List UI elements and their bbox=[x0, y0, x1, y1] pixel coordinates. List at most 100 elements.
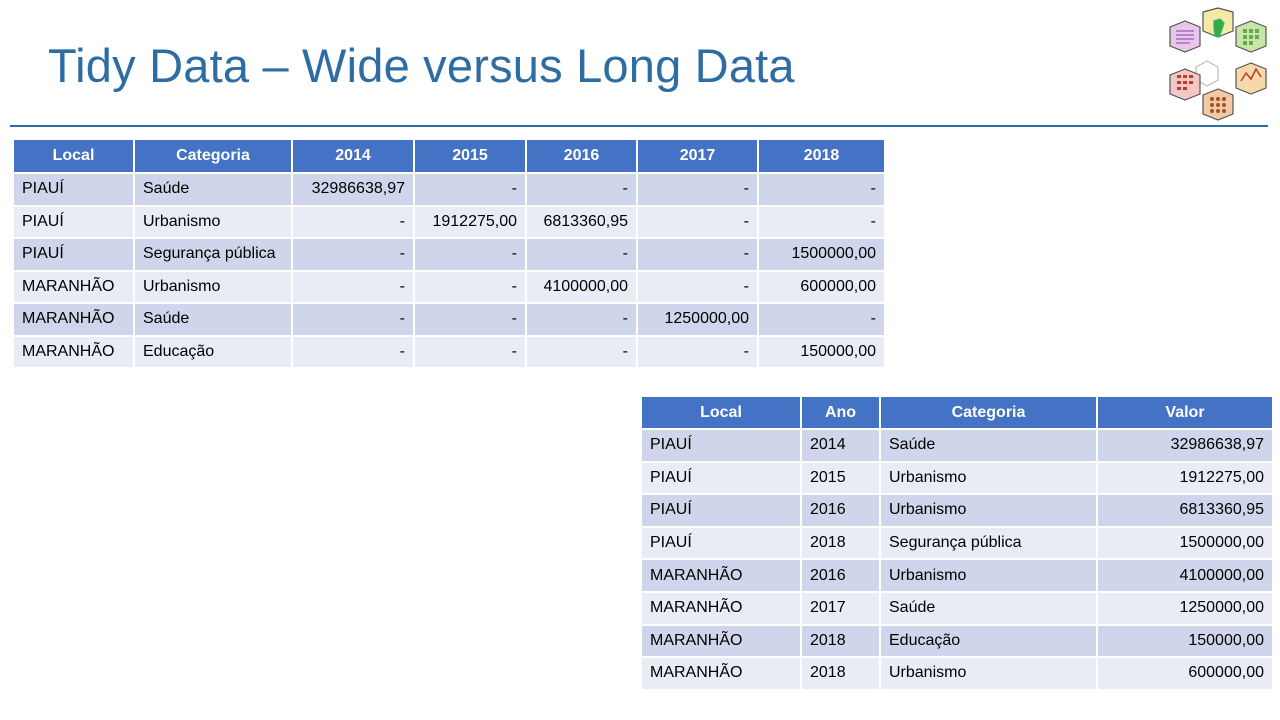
table-row: PIAUÍ 2014 Saúde 32986638,97 bbox=[640, 428, 1274, 463]
table-cell: Urbanismo bbox=[879, 656, 1098, 691]
table-cell: - bbox=[636, 269, 759, 304]
table-cell: 2014 bbox=[800, 428, 881, 463]
table-cell: - bbox=[636, 204, 759, 239]
table-cell: - bbox=[525, 172, 638, 207]
table-cell: - bbox=[757, 204, 886, 239]
table-row: MARANHÃO 2017 Saúde 1250000,00 bbox=[640, 590, 1274, 626]
table-row: PIAUÍ 2015 Urbanismo 1912275,00 bbox=[640, 460, 1274, 496]
table-cell: Urbanismo bbox=[133, 269, 293, 304]
table-row: MARANHÃO Saúde - - - 1250000,00 - bbox=[12, 302, 886, 337]
table-cell: MARANHÃO bbox=[12, 302, 135, 337]
table-cell: 150000,00 bbox=[1096, 623, 1274, 659]
table-cell: - bbox=[291, 204, 415, 239]
table-cell: MARANHÃO bbox=[640, 590, 802, 626]
column-header-ano: Ano bbox=[800, 395, 881, 430]
table-cell: Educação bbox=[133, 334, 293, 369]
table-cell: Educação bbox=[879, 623, 1098, 659]
table-cell: PIAUÍ bbox=[12, 172, 135, 207]
table-cell: 32986638,97 bbox=[1096, 428, 1274, 463]
table-cell: - bbox=[291, 334, 415, 369]
table-cell: - bbox=[757, 302, 886, 337]
column-header-2016: 2016 bbox=[525, 138, 638, 174]
hexagon-data-icons-logo bbox=[1169, 7, 1267, 121]
table-cell: - bbox=[291, 237, 415, 272]
table-cell: - bbox=[525, 237, 638, 272]
table-cell: Saúde bbox=[879, 428, 1098, 463]
table-cell: MARANHÃO bbox=[640, 656, 802, 691]
table-cell: 32986638,97 bbox=[291, 172, 415, 207]
column-header-local: Local bbox=[640, 395, 802, 430]
table-cell: - bbox=[525, 302, 638, 337]
table-row: PIAUÍ 2016 Urbanismo 6813360,95 bbox=[640, 493, 1274, 528]
table-cell: - bbox=[413, 237, 527, 272]
table-cell: 6813360,95 bbox=[525, 204, 638, 239]
table-cell: MARANHÃO bbox=[12, 334, 135, 369]
table-cell: 150000,00 bbox=[757, 334, 886, 369]
table-cell: PIAUÍ bbox=[12, 237, 135, 272]
table-cell: 2018 bbox=[800, 623, 881, 659]
column-header-2015: 2015 bbox=[413, 138, 527, 174]
table-cell: Urbanismo bbox=[879, 493, 1098, 528]
table-cell: PIAUÍ bbox=[12, 204, 135, 239]
table-cell: - bbox=[413, 334, 527, 369]
column-header-2018: 2018 bbox=[757, 138, 886, 174]
table-cell: - bbox=[413, 302, 527, 337]
table-cell: 2017 bbox=[800, 590, 881, 626]
table-row: PIAUÍ Urbanismo - 1912275,00 6813360,95 … bbox=[12, 204, 886, 239]
table-cell: PIAUÍ bbox=[640, 428, 802, 463]
table-cell: - bbox=[291, 269, 415, 304]
table-cell: 2018 bbox=[800, 656, 881, 691]
table-cell: Segurança pública bbox=[879, 525, 1098, 561]
table-row: MARANHÃO 2018 Educação 150000,00 bbox=[640, 623, 1274, 659]
table-cell: - bbox=[757, 172, 886, 207]
table-cell: MARANHÃO bbox=[640, 623, 802, 659]
table-cell: Urbanismo bbox=[133, 204, 293, 239]
table-cell: 1500000,00 bbox=[757, 237, 886, 272]
table-cell: PIAUÍ bbox=[640, 460, 802, 496]
table-row: PIAUÍ Saúde 32986638,97 - - - - bbox=[12, 172, 886, 207]
slide-title: Tidy Data – Wide versus Long Data bbox=[48, 39, 795, 92]
table-header-row: Local Categoria 2014 2015 2016 2017 2018 bbox=[12, 138, 886, 174]
table-cell: 6813360,95 bbox=[1096, 493, 1274, 528]
table-cell: 2016 bbox=[800, 493, 881, 528]
table-cell: - bbox=[291, 302, 415, 337]
table-cell: MARANHÃO bbox=[640, 558, 802, 593]
column-header-local: Local bbox=[12, 138, 135, 174]
column-header-2017: 2017 bbox=[636, 138, 759, 174]
table-cell: PIAUÍ bbox=[640, 493, 802, 528]
table-row: MARANHÃO 2018 Urbanismo 600000,00 bbox=[640, 656, 1274, 691]
table-cell: 2018 bbox=[800, 525, 881, 561]
table-row: PIAUÍ 2018 Segurança pública 1500000,00 bbox=[640, 525, 1274, 561]
table-row: MARANHÃO Educação - - - - 150000,00 bbox=[12, 334, 886, 369]
title-divider bbox=[10, 125, 1268, 127]
table-cell: - bbox=[636, 334, 759, 369]
table-row: MARANHÃO 2016 Urbanismo 4100000,00 bbox=[640, 558, 1274, 593]
table-cell: Urbanismo bbox=[879, 460, 1098, 496]
table-cell: Saúde bbox=[133, 302, 293, 337]
table-row: MARANHÃO Urbanismo - - 4100000,00 - 6000… bbox=[12, 269, 886, 304]
long-format-table: Local Ano Categoria Valor PIAUÍ 2014 Saú… bbox=[640, 395, 1274, 691]
table-cell: Segurança pública bbox=[133, 237, 293, 272]
column-header-categoria: Categoria bbox=[879, 395, 1098, 430]
table-cell: - bbox=[413, 269, 527, 304]
table-cell: 1912275,00 bbox=[1096, 460, 1274, 496]
table-cell: MARANHÃO bbox=[12, 269, 135, 304]
table-row: PIAUÍ Segurança pública - - - - 1500000,… bbox=[12, 237, 886, 272]
table-cell: PIAUÍ bbox=[640, 525, 802, 561]
table-cell: 600000,00 bbox=[757, 269, 886, 304]
table-cell: 1250000,00 bbox=[636, 302, 759, 337]
column-header-categoria: Categoria bbox=[133, 138, 293, 174]
table-cell: 1250000,00 bbox=[1096, 590, 1274, 626]
table-cell: 600000,00 bbox=[1096, 656, 1274, 691]
table-cell: - bbox=[636, 237, 759, 272]
table-cell: Saúde bbox=[133, 172, 293, 207]
table-header-row: Local Ano Categoria Valor bbox=[640, 395, 1274, 430]
table-cell: 1500000,00 bbox=[1096, 525, 1274, 561]
table-cell: Urbanismo bbox=[879, 558, 1098, 593]
table-cell: Saúde bbox=[879, 590, 1098, 626]
table-cell: - bbox=[413, 172, 527, 207]
table-cell: 4100000,00 bbox=[525, 269, 638, 304]
table-cell: 2015 bbox=[800, 460, 881, 496]
column-header-2014: 2014 bbox=[291, 138, 415, 174]
wide-format-table: Local Categoria 2014 2015 2016 2017 2018… bbox=[12, 138, 886, 369]
